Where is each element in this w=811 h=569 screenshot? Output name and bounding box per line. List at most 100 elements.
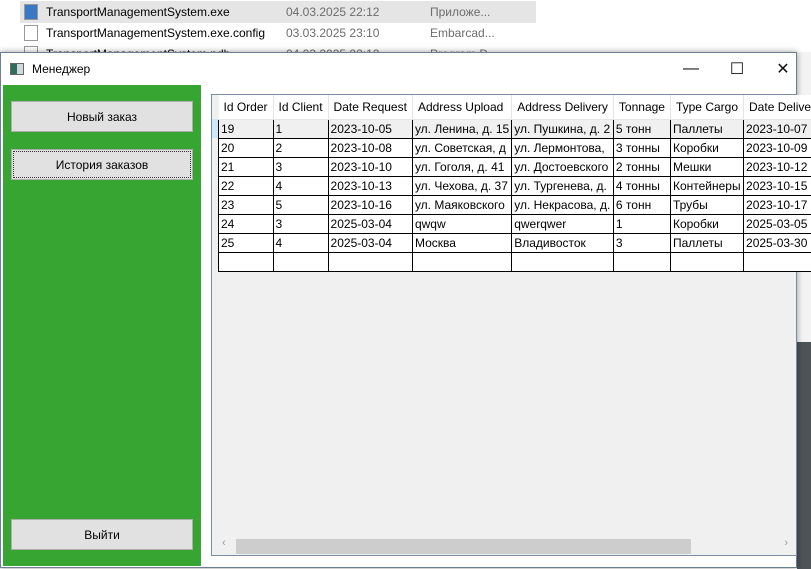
table-cell[interactable] bbox=[669, 251, 745, 272]
table-cell[interactable]: 2023-10-07 bbox=[743, 118, 811, 139]
column-header[interactable]: Address Delivery bbox=[511, 95, 614, 120]
table-cell[interactable]: ул. Пушкина, д. 2 bbox=[511, 118, 614, 139]
table-cell[interactable]: ул. Гоголя, д. 41 bbox=[411, 156, 513, 177]
close-button[interactable]: ✕ bbox=[776, 61, 790, 78]
app-icon bbox=[10, 63, 24, 75]
table-cell[interactable] bbox=[272, 251, 329, 272]
table-cell[interactable]: 2023-10-17 bbox=[743, 194, 811, 215]
table-cell[interactable]: 5 тонн bbox=[612, 118, 671, 139]
file-row[interactable]: TransportManagementSystem.exe 04.03.2025 … bbox=[20, 1, 536, 23]
column-header[interactable]: Id Order bbox=[218, 95, 274, 120]
table-cell[interactable]: 3 bbox=[612, 232, 671, 253]
table-cell[interactable] bbox=[612, 251, 671, 272]
table-row[interactable]: 19 1 2023-10-05 ул. Ленина, д. 15 ул. Пушкин… bbox=[218, 118, 811, 139]
maximize-button[interactable]: ☐ bbox=[729, 61, 745, 78]
table-cell[interactable]: 3 bbox=[272, 213, 329, 234]
table-cell[interactable]: 2023-10-15 bbox=[743, 175, 811, 196]
table-cell[interactable]: 3 bbox=[272, 156, 329, 177]
table-cell[interactable] bbox=[218, 251, 274, 272]
table-row[interactable]: 25 4 2025-03-04 Москва Владивосток 3 Паллеты 20… bbox=[218, 232, 811, 253]
table-cell[interactable]: 2 bbox=[272, 137, 329, 158]
table-cell[interactable]: 2023-10-13 bbox=[327, 175, 413, 196]
horizontal-scrollbar[interactable]: ‹ › bbox=[212, 537, 796, 555]
table-cell[interactable]: ул. Лермонтова, bbox=[511, 137, 614, 158]
table-cell[interactable]: Контейнеры bbox=[669, 175, 745, 196]
table-cell[interactable]: ул. Чехова, д. 37 bbox=[411, 175, 513, 196]
table-row[interactable]: 21 3 2023-10-10 ул. Гоголя, д. 41 ул. Достое… bbox=[218, 156, 811, 177]
row-selector[interactable] bbox=[212, 119, 218, 138]
table-cell[interactable]: 1 bbox=[272, 118, 329, 139]
table-row[interactable]: 23 5 2023-10-16 ул. Маяковского ул. Некрасов… bbox=[218, 194, 811, 215]
order-history-button[interactable]: История заказов bbox=[11, 149, 193, 180]
table-cell[interactable]: Мешки bbox=[669, 156, 745, 177]
table-cell[interactable]: Владивосток bbox=[511, 232, 614, 253]
table-cell[interactable]: ул. Достоевского bbox=[511, 156, 614, 177]
column-header[interactable]: Date Deliver bbox=[743, 95, 811, 120]
table-cell[interactable]: Москва bbox=[411, 232, 513, 253]
file-type: Приложе... bbox=[430, 5, 491, 19]
table-cell[interactable]: 2023-10-08 bbox=[327, 137, 413, 158]
table-cell[interactable] bbox=[411, 251, 513, 272]
table-cell[interactable]: ул. Ленина, д. 15 bbox=[411, 118, 513, 139]
table-row[interactable]: 24 3 2025-03-04 qwqw qwerqwer 1 Коробки 2025-03… bbox=[218, 213, 811, 234]
table-cell[interactable]: 24 bbox=[218, 213, 274, 234]
column-header[interactable]: Id Client bbox=[273, 95, 329, 120]
table-cell[interactable]: 4 bbox=[272, 232, 329, 253]
file-date: 03.03.2025 23:10 bbox=[286, 26, 380, 40]
table-cell[interactable]: 2025-03-05 bbox=[743, 213, 811, 234]
column-header[interactable]: Address Upload bbox=[412, 95, 513, 120]
table-cell[interactable]: 22 bbox=[218, 175, 274, 196]
scroll-right-icon[interactable]: › bbox=[784, 537, 788, 549]
table-cell[interactable]: 20 bbox=[218, 137, 274, 158]
scrollbar-thumb[interactable] bbox=[236, 539, 691, 554]
table-cell[interactable]: 2025-03-30 bbox=[743, 232, 811, 253]
table-cell[interactable]: 1 bbox=[612, 213, 671, 234]
exit-button[interactable]: Выйти bbox=[11, 519, 193, 550]
table-cell[interactable]: 2025-03-04 bbox=[327, 213, 413, 234]
table-cell[interactable]: 19 bbox=[218, 118, 274, 139]
new-order-button[interactable]: Новый заказ bbox=[11, 101, 193, 132]
table-cell[interactable]: 3 тонны bbox=[612, 137, 671, 158]
table-cell[interactable]: 2025-03-04 bbox=[327, 232, 413, 253]
exe-file-icon bbox=[24, 4, 38, 20]
table-cell[interactable]: 5 bbox=[272, 194, 329, 215]
column-header[interactable]: Date Request bbox=[328, 95, 413, 120]
table-cell[interactable]: 2023-10-12 bbox=[743, 156, 811, 177]
table-cell[interactable]: Коробки bbox=[669, 213, 745, 234]
table-cell[interactable] bbox=[511, 251, 614, 272]
table-cell[interactable]: 4 bbox=[272, 175, 329, 196]
new-row[interactable] bbox=[218, 251, 811, 272]
table-cell[interactable]: 25 bbox=[218, 232, 274, 253]
file-icon bbox=[24, 25, 38, 41]
table-cell[interactable]: qwqw bbox=[411, 213, 513, 234]
file-row[interactable]: TransportManagementSystem.exe.config 03.0… bbox=[20, 22, 536, 44]
table-cell[interactable]: ул. Некрасова, д. bbox=[511, 194, 614, 215]
minimize-button[interactable]: — bbox=[683, 60, 699, 77]
table-cell[interactable] bbox=[743, 251, 811, 272]
column-header[interactable]: Type Cargo bbox=[670, 95, 745, 120]
table-cell[interactable]: 21 bbox=[218, 156, 274, 177]
scroll-left-icon[interactable]: ‹ bbox=[222, 537, 226, 549]
table-cell[interactable]: 2023-10-09 bbox=[743, 137, 811, 158]
table-cell[interactable]: qwerqwer bbox=[511, 213, 614, 234]
table-cell[interactable]: 2023-10-10 bbox=[327, 156, 413, 177]
table-cell[interactable]: ул. Маяковского bbox=[411, 194, 513, 215]
table-cell[interactable]: 2023-10-05 bbox=[327, 118, 413, 139]
table-cell[interactable] bbox=[327, 251, 413, 272]
orders-grid[interactable]: Id Order Id Client Date Request Address Upl… bbox=[211, 94, 811, 556]
table-cell[interactable]: 23 bbox=[218, 194, 274, 215]
table-cell[interactable]: 4 тонны bbox=[612, 175, 671, 196]
table-cell[interactable]: 6 тонн bbox=[612, 194, 671, 215]
table-cell[interactable]: Паллеты bbox=[669, 118, 745, 139]
column-header[interactable]: Tonnage bbox=[613, 95, 671, 120]
table-row[interactable]: 20 2 2023-10-08 ул. Советская, д ул. Лермонт… bbox=[218, 137, 811, 158]
table-cell[interactable]: Коробки bbox=[669, 137, 745, 158]
table-cell[interactable]: Трубы bbox=[669, 194, 745, 215]
title-bar[interactable]: Менеджер — ☐ ✕ bbox=[1, 53, 796, 85]
table-cell[interactable]: ул. Советская, д bbox=[411, 137, 513, 158]
table-cell[interactable]: 2023-10-16 bbox=[327, 194, 413, 215]
table-cell[interactable]: ул. Тургенева, д. bbox=[511, 175, 614, 196]
table-row[interactable]: 22 4 2023-10-13 ул. Чехова, д. 37 ул. Турген… bbox=[218, 175, 811, 196]
table-cell[interactable]: Паллеты bbox=[669, 232, 745, 253]
table-cell[interactable]: 2 тонны bbox=[612, 156, 671, 177]
